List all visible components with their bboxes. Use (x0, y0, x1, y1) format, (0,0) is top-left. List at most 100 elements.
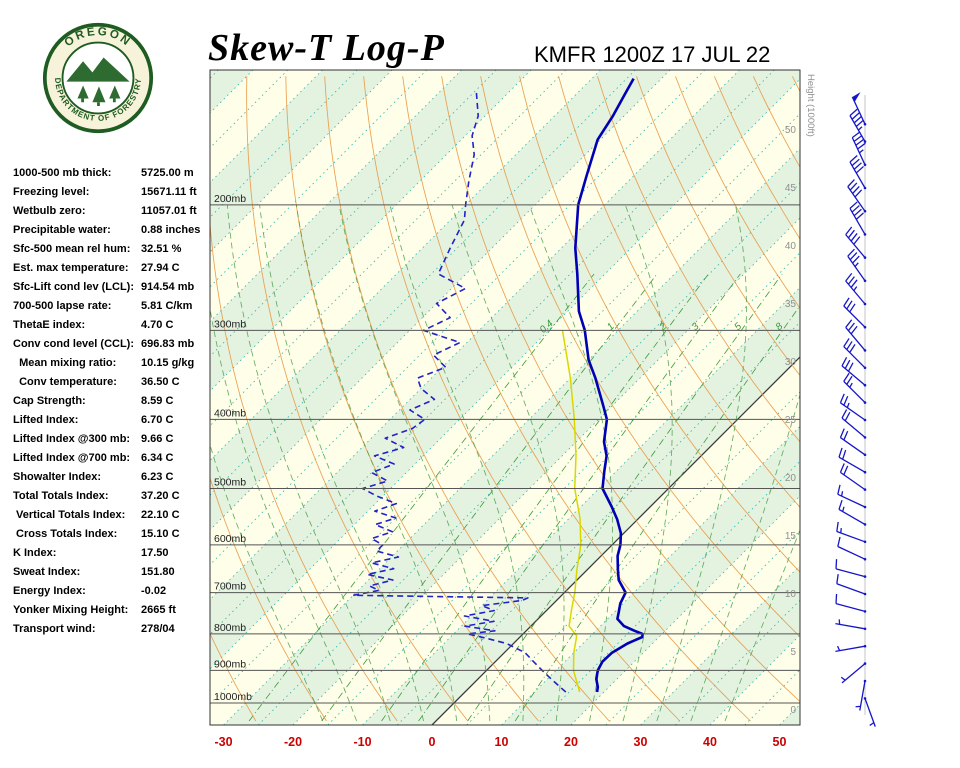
stat-label: Est. max temperature: (13, 262, 129, 274)
wind-barb (839, 393, 867, 422)
wind-barb (836, 574, 867, 596)
dewpoint-trace (352, 89, 567, 693)
stat-row: Precipitable water: 0.88 inches (13, 221, 213, 240)
stat-value: -0.02 (141, 585, 167, 597)
stat-label: Freezing level: (13, 186, 90, 198)
stat-value: 696.83 mb (141, 338, 195, 350)
stat-label: Lifted Index @300 mb: (13, 433, 131, 445)
height-tick-label: 20 (785, 473, 797, 484)
stat-row: Sfc-500 mean rel hum: 32.51 % (13, 240, 213, 259)
stat-label: Precipitable water: (13, 224, 111, 236)
stat-label: Conv cond level (CCL): (13, 338, 135, 350)
wind-barb (851, 92, 867, 126)
height-tick-label: 15 (785, 531, 797, 542)
logo-mountain-trees-art (66, 57, 130, 106)
stat-label: Mean mixing ratio: (13, 357, 117, 369)
pressure-label: 1000mb (214, 691, 252, 703)
stat-value: 9.66 C (141, 433, 174, 445)
wind-barb (840, 662, 867, 684)
wind-barb (839, 428, 867, 457)
wind-barb (845, 319, 867, 352)
stat-row: 700-500 lapse rate: 5.81 C/km (13, 297, 213, 316)
mixing-ratio-lines (248, 273, 800, 722)
stat-value: 8.59 C (141, 395, 174, 407)
wind-barb (835, 593, 867, 613)
stat-label: Showalter Index: (13, 471, 102, 483)
mixing-ratio-label: 8 (774, 321, 786, 333)
height-scale-title: Height (1000ft) (805, 74, 816, 137)
stat-value: 6.34 C (141, 452, 174, 464)
sounding-traces (352, 77, 644, 693)
stat-value: 11057.01 ft (141, 205, 197, 217)
stat-row: Wetbulb zero: 11057.01 ft (13, 202, 213, 221)
stat-row: Cross Totals Index: 15.10 C (13, 525, 213, 544)
plot-layers: 0.4 1 2 3 5 8 (210, 70, 800, 725)
stat-row: Yonker Mixing Height: 2665 ft (13, 601, 213, 620)
wind-barb (837, 536, 867, 561)
stat-value: 4.70 C (141, 319, 174, 331)
pressure-label: 800mb (214, 622, 246, 634)
x-tick-label: -20 (284, 735, 302, 749)
height-tick-label: 30 (785, 357, 797, 368)
stat-value: 914.54 mb (141, 281, 195, 293)
wind-barb (838, 447, 867, 474)
wind-barb (843, 372, 867, 404)
stat-label: Vertical Totals Index: (13, 509, 126, 521)
stat-row: Freezing level: 15671.11 ft (13, 183, 213, 202)
pressure-label: 200mb (214, 193, 246, 205)
wind-barb (847, 248, 867, 283)
stat-label: Sfc-Lift cond lev (LCL): (13, 281, 134, 293)
temperature-trace (574, 77, 644, 693)
stat-label: 700-500 lapse rate: (13, 300, 112, 312)
height-tick-label: 45 (785, 183, 797, 194)
x-tick-label: 40 (703, 735, 717, 749)
stat-value: 5.81 C/km (141, 300, 193, 312)
wind-barb (845, 226, 867, 259)
stat-value: 27.94 C (141, 262, 180, 274)
height-tick-label: 0 (790, 705, 796, 716)
wind-barbs (835, 92, 876, 727)
pressure-label: 400mb (214, 407, 246, 419)
height-scale: 0 5 10 15 20 25 30 35 40 45 50 Height (1000ft) (785, 74, 816, 716)
stat-label: Sweat Index: (13, 566, 81, 578)
wind-barb (849, 155, 867, 190)
stat-value: 15.10 C (141, 528, 180, 540)
wind-barb (841, 409, 867, 439)
stat-row: Showalter Index: 6.23 C (13, 468, 213, 487)
stat-row: Lifted Index @700 mb: 6.34 C (13, 449, 213, 468)
stat-value: 22.10 C (141, 509, 180, 521)
stat-row: Transport wind: 278/04 (13, 620, 213, 639)
mixing-ratio-label: 3 (690, 321, 702, 333)
wind-barb (837, 484, 867, 509)
moist-adiabats (210, 204, 800, 722)
height-tick-label: 5 (790, 647, 796, 658)
x-tick-label: 0 (429, 735, 436, 749)
stat-row: K Index: 17.50 (13, 544, 213, 563)
height-tick-label: 40 (785, 241, 797, 252)
pressure-lines: 200mb 300mb 400mb 500mb 600mb 700mb 800mb 900mb… (210, 193, 800, 704)
stat-label: Transport wind: (13, 623, 96, 635)
stat-row: Vertical Totals Index: 22.10 C (13, 506, 213, 525)
wind-barb (835, 559, 867, 578)
stat-value: 0.88 inches (141, 224, 201, 236)
stat-value: 6.23 C (141, 471, 174, 483)
stat-value: 10.15 g/kg (141, 357, 195, 369)
page-title: Skew-T Log-P (208, 27, 445, 69)
stat-label: Energy Index: (13, 585, 86, 597)
wind-barb (835, 619, 867, 631)
stat-row: 1000-500 mb thick: 5725.00 m (13, 164, 213, 183)
stat-value: 5725.00 m (141, 167, 194, 179)
mixing-ratio-label: 1 (605, 321, 616, 333)
stat-label: Cross Totals Index: (13, 528, 118, 540)
x-tick-label: 30 (634, 735, 648, 749)
stat-value: 15671.11 ft (141, 186, 197, 198)
stat-row: Lifted Index: 6.70 C (13, 411, 213, 430)
stat-row: Mean mixing ratio: 10.15 g/kg (13, 354, 213, 373)
x-tick-label: 50 (773, 735, 787, 749)
pressure-label: 500mb (214, 476, 246, 488)
stat-row: Sfc-Lift cond lev (LCL): 914.54 mb (13, 278, 213, 297)
stat-value: 17.50 (141, 547, 169, 559)
stat-row: Lifted Index @300 mb: 9.66 C (13, 430, 213, 449)
stat-row: Sweat Index: 151.80 (13, 563, 213, 582)
